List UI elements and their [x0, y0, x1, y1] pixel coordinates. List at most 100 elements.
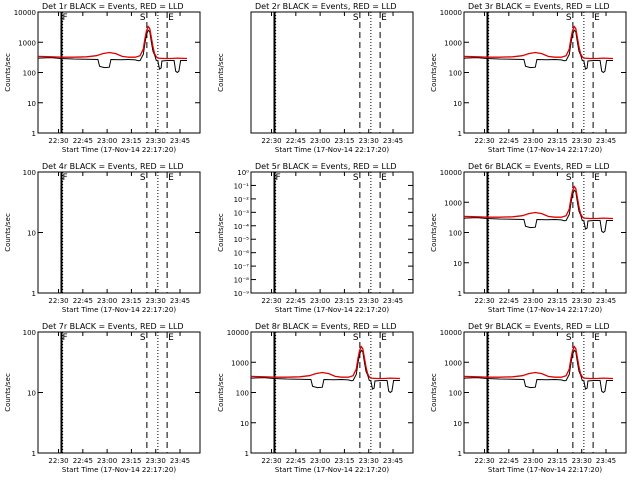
- x-axis-label: Start Time (17-Nov-14 22:17:20): [62, 466, 176, 474]
- interval-start-label: S: [566, 13, 572, 23]
- y-tick-label: 100: [449, 70, 462, 78]
- y-axis-label: Counts/sec: [430, 53, 438, 92]
- y-tick-label: 10: [240, 420, 249, 428]
- chart-panel-det-6r: Det 6r BLACK = Events, RED = LLD Counts/s…: [430, 162, 627, 314]
- x-axis-label: Start Time (17-Nov-14 22:17:20): [275, 306, 389, 314]
- y-tick-label: 10⁰: [237, 169, 249, 177]
- series-lld: [463, 25, 614, 60]
- x-tick-label: 23:00: [97, 457, 117, 465]
- y-tick-label: 1000: [231, 359, 249, 367]
- interval-end-label: E: [594, 173, 600, 183]
- y-tick-label: 1000: [444, 359, 462, 367]
- chart-panel-det-1r: Det 1r BLACK = Events, RED = LLD Counts/s…: [4, 2, 201, 154]
- x-tick-label: 22:30: [48, 457, 68, 465]
- chart-panel-det-9r: Det 9r BLACK = Events, RED = LLD Counts/s…: [430, 322, 627, 474]
- y-tick-label: 10⁻⁷: [234, 263, 250, 271]
- x-tick-label: 22:30: [261, 137, 281, 145]
- x-axis-label: Start Time (17-Nov-14 22:17:20): [488, 146, 602, 154]
- x-tick-label: 23:15: [334, 137, 354, 145]
- x-tick-label: 23:45: [596, 457, 616, 465]
- y-tick-label: 10: [453, 100, 462, 108]
- chart-panel-det-8r: Det 8r BLACK = Events, RED = LLD Counts/s…: [217, 322, 414, 474]
- x-tick-label: 23:15: [547, 457, 567, 465]
- y-tick-label: 10000: [440, 329, 462, 337]
- interval-start-label: S: [140, 13, 146, 23]
- x-tick-label: 23:00: [523, 297, 543, 305]
- y-axis-label: Counts/sec: [217, 213, 225, 252]
- x-axis-label: Start Time (17-Nov-14 22:17:20): [488, 466, 602, 474]
- x-tick-label: 23:15: [334, 457, 354, 465]
- interval-start-label: S: [353, 173, 359, 183]
- interval-start-label: S: [566, 333, 572, 343]
- interval-end-label: E: [381, 173, 387, 183]
- y-axis-label: Counts/sec: [4, 53, 12, 92]
- y-tick-label: 100: [449, 230, 462, 238]
- y-tick-label: 10⁻¹: [234, 182, 250, 190]
- x-tick-label: 23:15: [334, 297, 354, 305]
- panel-title: Det 4r BLACK = Events, RED = LLD: [42, 162, 184, 171]
- y-tick-label: 100: [449, 390, 462, 398]
- y-tick-label: 100: [23, 70, 36, 78]
- x-tick-label: 23:45: [383, 297, 403, 305]
- x-tick-label: 23:00: [310, 297, 330, 305]
- x-tick-label: 23:30: [359, 457, 379, 465]
- x-tick-label: 22:45: [286, 457, 306, 465]
- y-axis-label: Counts/sec: [430, 213, 438, 252]
- interval-start-label: S: [566, 173, 572, 183]
- series-events: [463, 349, 613, 394]
- y-tick-label: 1: [245, 450, 249, 458]
- panel-title: Det 1r BLACK = Events, RED = LLD: [42, 2, 184, 11]
- y-tick-label: 1: [32, 290, 36, 298]
- interval-end-label: E: [381, 333, 387, 343]
- flare-start-label: F: [62, 13, 67, 23]
- series-lld: [37, 25, 188, 60]
- panel-title: Det 7r BLACK = Events, RED = LLD: [42, 322, 184, 331]
- series-events: [250, 349, 400, 394]
- interval-end-label: E: [168, 333, 174, 343]
- panel-title: Det 8r BLACK = Events, RED = LLD: [255, 322, 397, 331]
- interval-start-label: S: [140, 333, 146, 343]
- x-tick-label: 23:30: [146, 457, 166, 465]
- interval-start-label: S: [353, 13, 359, 23]
- x-tick-label: 23:00: [310, 457, 330, 465]
- y-tick-label: 10⁻²: [234, 196, 250, 204]
- x-tick-label: 23:00: [97, 297, 117, 305]
- y-tick-label: 10000: [440, 169, 462, 177]
- y-tick-label: 10000: [14, 9, 36, 17]
- x-tick-label: 23:15: [121, 457, 141, 465]
- x-tick-label: 23:30: [359, 137, 379, 145]
- x-tick-label: 23:15: [547, 137, 567, 145]
- series-lld: [463, 345, 614, 380]
- plot-frame: [250, 11, 414, 134]
- x-tick-label: 22:45: [286, 137, 306, 145]
- x-tick-label: 22:45: [499, 297, 519, 305]
- y-tick-label: 100: [236, 390, 249, 398]
- x-tick-label: 23:30: [146, 137, 166, 145]
- x-tick-label: 22:45: [73, 137, 93, 145]
- interval-start-label: S: [353, 333, 359, 343]
- x-tick-label: 23:00: [310, 137, 330, 145]
- y-tick-label: 10⁻⁹: [234, 290, 250, 298]
- x-tick-label: 23:15: [547, 297, 567, 305]
- y-tick-label: 1: [458, 290, 462, 298]
- interval-end-label: E: [594, 333, 600, 343]
- flare-start-label: F: [62, 173, 67, 183]
- panel-title: Det 6r BLACK = Events, RED = LLD: [468, 162, 610, 171]
- chart-panel-det-2r: Det 2r BLACK = Events, RED = LLD Counts/s…: [217, 2, 414, 154]
- interval-end-label: E: [168, 13, 174, 23]
- y-axis-label: Counts/sec: [430, 373, 438, 412]
- y-tick-label: 1: [32, 130, 36, 138]
- panel-title: Det 5r BLACK = Events, RED = LLD: [255, 162, 397, 171]
- y-axis-label: Counts/sec: [217, 373, 225, 412]
- y-tick-label: 10⁻⁵: [234, 236, 250, 244]
- x-axis-label: Start Time (17-Nov-14 22:17:20): [275, 466, 389, 474]
- panel-title: Det 3r BLACK = Events, RED = LLD: [468, 2, 610, 11]
- x-tick-label: 23:30: [359, 297, 379, 305]
- x-tick-label: 23:30: [146, 297, 166, 305]
- x-tick-label: 22:30: [474, 457, 494, 465]
- x-tick-label: 23:00: [523, 137, 543, 145]
- y-tick-label: 10⁻³: [234, 209, 250, 217]
- x-tick-label: 23:00: [97, 137, 117, 145]
- y-tick-label: 1000: [444, 199, 462, 207]
